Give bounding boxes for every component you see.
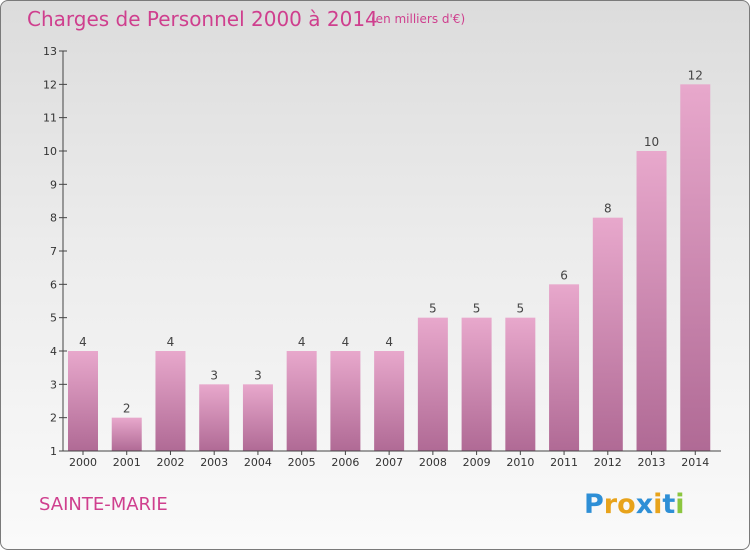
x-tick-label-2004: 2004	[244, 456, 272, 469]
bar-2000	[68, 351, 98, 451]
y-tick-label-5: 5	[50, 312, 57, 325]
y-tick-label-9: 9	[50, 178, 57, 191]
y-tick-label-6: 6	[50, 278, 57, 291]
y-tick-label-8: 8	[50, 212, 57, 225]
y-tick-label-11: 11	[43, 112, 57, 125]
x-tick-label-2012: 2012	[594, 456, 622, 469]
bar-2011	[549, 284, 580, 451]
x-tick-label-2001: 2001	[113, 456, 141, 469]
bar-2009	[461, 317, 492, 451]
data-label-2011: 6	[560, 268, 568, 282]
bar-2004	[242, 384, 273, 451]
bar-2002	[155, 351, 186, 451]
data-label-2014: 12	[688, 68, 703, 82]
data-label-2007: 4	[385, 335, 393, 349]
data-label-2008: 5	[429, 302, 437, 316]
x-tick-label-2013: 2013	[638, 456, 666, 469]
logo-letter: o	[617, 489, 636, 520]
data-label-2005: 4	[298, 335, 306, 349]
bar-2005	[286, 351, 317, 451]
x-tick-label-2009: 2009	[463, 456, 491, 469]
logo-letter: i	[653, 489, 663, 520]
y-tick-label-1: 1	[50, 445, 57, 458]
data-label-2009: 5	[473, 302, 481, 316]
data-label-2006: 4	[342, 335, 350, 349]
chart-subtitle: (en milliers d'€)	[371, 12, 466, 26]
data-label-2012: 8	[604, 202, 612, 216]
bar-2007	[374, 351, 405, 451]
data-label-2010: 5	[517, 302, 525, 316]
proxiti-logo[interactable]: Proxiti	[584, 489, 685, 520]
y-tick-label-2: 2	[50, 412, 57, 425]
commune-name: SAINTE-MARIE	[39, 494, 168, 515]
x-tick-label-2014: 2014	[681, 456, 709, 469]
bar-2006	[330, 351, 361, 451]
logo-letter: t	[662, 489, 676, 520]
bar-2013	[636, 151, 667, 451]
x-tick-label-2005: 2005	[288, 456, 316, 469]
y-tick-label-7: 7	[50, 245, 57, 258]
data-label-2003: 3	[210, 368, 218, 382]
x-tick-label-2007: 2007	[375, 456, 403, 469]
x-tick-label-2006: 2006	[331, 456, 359, 469]
x-tick-label-2000: 2000	[69, 456, 97, 469]
logo-letter: i	[675, 489, 685, 520]
x-tick-label-2011: 2011	[550, 456, 578, 469]
y-tick-label-12: 12	[43, 78, 57, 91]
bar-2001	[111, 417, 142, 451]
y-tick-label-10: 10	[43, 145, 57, 158]
bar-2010	[505, 317, 536, 451]
bar-2012	[592, 217, 623, 451]
x-tick-label-2003: 2003	[200, 456, 228, 469]
x-tick-label-2002: 2002	[156, 456, 184, 469]
logo-letter: x	[635, 489, 654, 520]
x-tick-label-2010: 2010	[506, 456, 534, 469]
y-tick-label-13: 13	[43, 45, 57, 58]
bar-2008	[417, 317, 448, 451]
data-label-2004: 3	[254, 368, 262, 382]
logo-letter: P	[584, 489, 604, 520]
chart-title: Charges de Personnel 2000 à 2014	[27, 7, 378, 31]
logo-letter: r	[603, 489, 618, 520]
bar-2003	[199, 384, 230, 451]
x-tick-label-2008: 2008	[419, 456, 447, 469]
y-tick-label-4: 4	[50, 345, 57, 358]
bar-2014	[680, 84, 711, 451]
y-tick-label-3: 3	[50, 378, 57, 391]
data-label-2002: 4	[167, 335, 175, 349]
data-label-2013: 10	[644, 135, 659, 149]
data-label-2000: 4	[79, 335, 87, 349]
data-label-2001: 2	[123, 402, 131, 416]
